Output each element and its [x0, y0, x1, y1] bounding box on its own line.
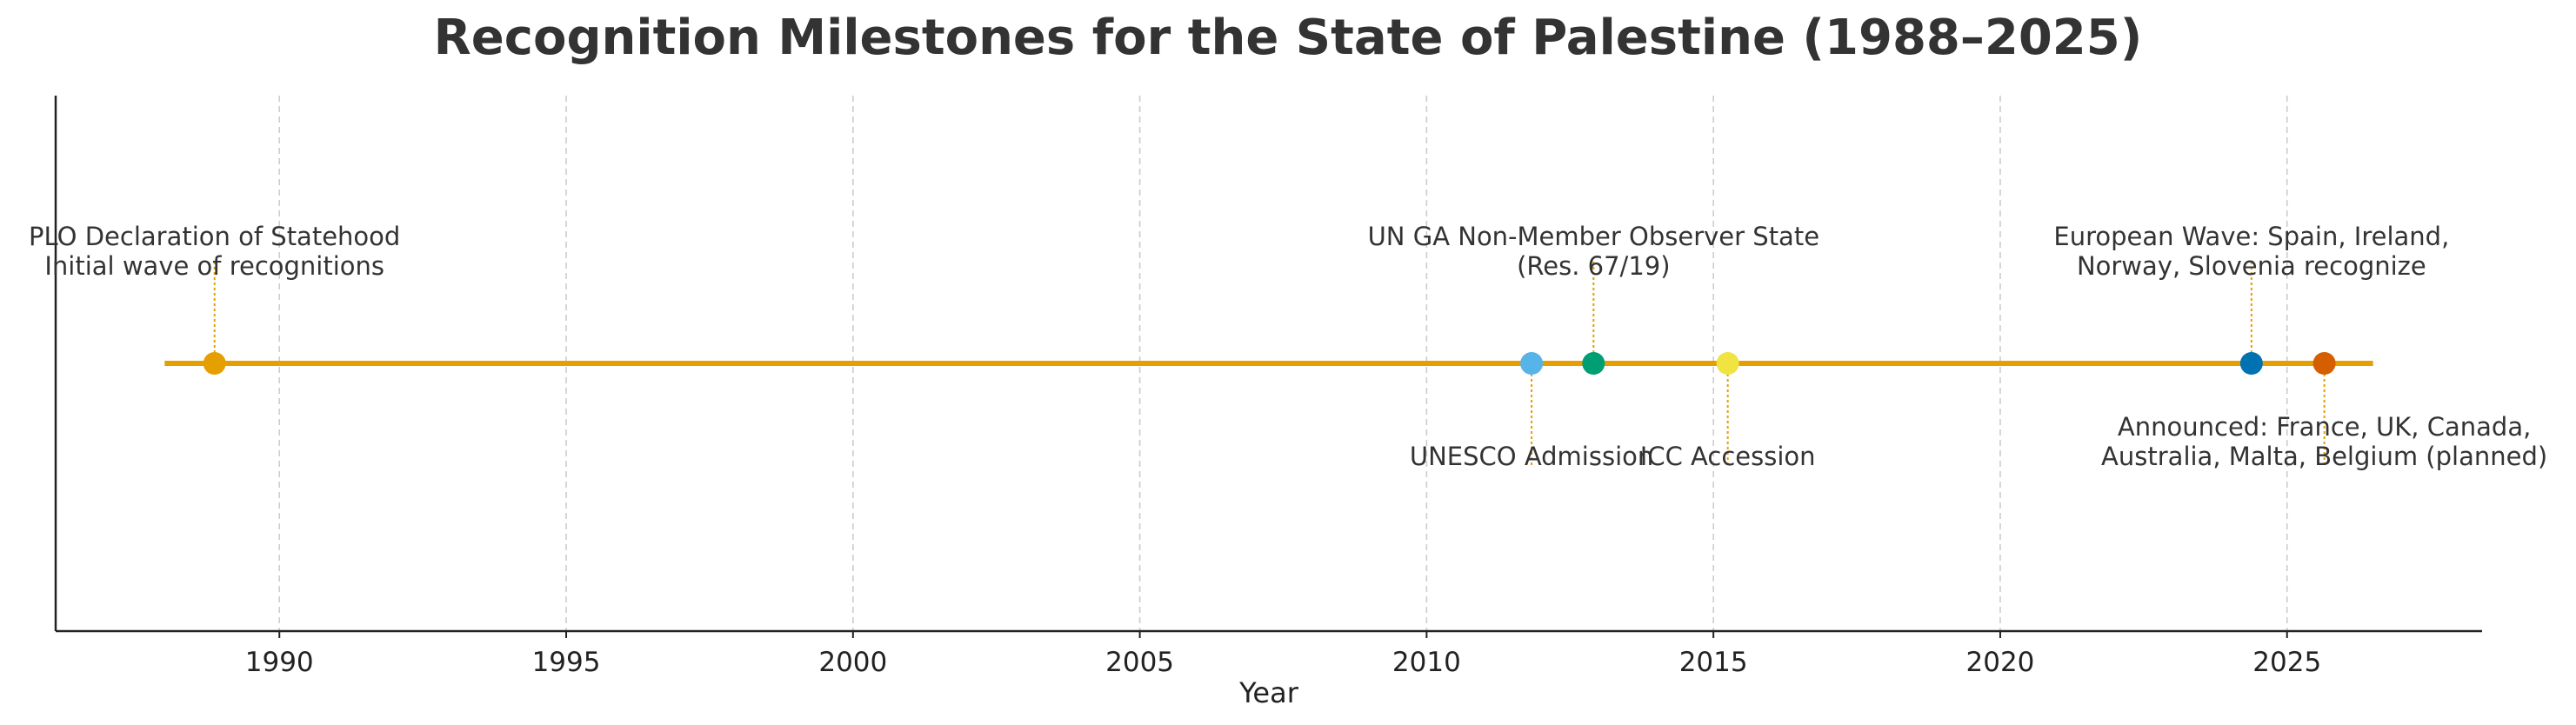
- x-tick-label-2020: 2020: [1966, 647, 2035, 678]
- event-label-line: UNESCO Admission: [1410, 442, 1653, 471]
- event-label-2: UN GA Non-Member Observer State (Res. 67/…: [1368, 222, 1819, 281]
- x-tick-label-2025: 2025: [2252, 647, 2321, 678]
- event-label-line: ICC Accession: [1640, 442, 1816, 471]
- x-ticks: 1990 1995 2000 2005 2010 2015 2020 2025: [245, 631, 2321, 678]
- x-tick-label-1995: 1995: [532, 647, 601, 678]
- axes: [54, 96, 2482, 633]
- event-marker-5: [2312, 352, 2336, 375]
- chart-title: Recognition Milestones for the State of …: [434, 10, 2143, 66]
- event-marker-1: [1520, 352, 1544, 375]
- event-marker-2: [1582, 352, 1605, 375]
- x-tick-label-1990: 1990: [245, 647, 314, 678]
- x-tick-label-2005: 2005: [1105, 647, 1174, 678]
- event-label-4: European Wave: Spain, Ireland, Norway, Sl…: [2053, 222, 2449, 281]
- event-marker-4: [2239, 352, 2263, 375]
- event-marker-0: [203, 352, 226, 375]
- x-tick-label-2015: 2015: [1679, 647, 1748, 678]
- event-label-line: Australia, Malta, Belgium (planned): [2101, 442, 2547, 471]
- event-label-line: Announced: France, UK, Canada,: [2118, 412, 2531, 442]
- event-label-line: Norway, Slovenia recognize: [2077, 251, 2426, 281]
- x-axis-label: Year: [1238, 676, 1299, 709]
- event-marker-3: [1716, 352, 1739, 375]
- event-label-line: European Wave: Spain, Ireland,: [2053, 222, 2449, 251]
- grid-lines: [278, 96, 2288, 631]
- event-label-0: PLO Declaration of Statehood Initial wave…: [29, 222, 400, 281]
- event-label-line: PLO Declaration of Statehood: [29, 222, 400, 251]
- x-tick-label-2000: 2000: [818, 647, 887, 678]
- timeline-events: PLO Declaration of Statehood Initial wave…: [29, 222, 2547, 471]
- x-tick-label-2010: 2010: [1392, 647, 1461, 678]
- event-label-1: UNESCO Admission: [1410, 442, 1653, 471]
- event-label-line: (Res. 67/19): [1517, 251, 1670, 281]
- event-label-3: ICC Accession: [1640, 442, 1816, 471]
- event-label-line: Initial wave of recognitions: [44, 251, 384, 281]
- event-label-line: UN GA Non-Member Observer State: [1368, 222, 1819, 251]
- event-label-5: Announced: France, UK, Canada, Australia,…: [2101, 412, 2547, 471]
